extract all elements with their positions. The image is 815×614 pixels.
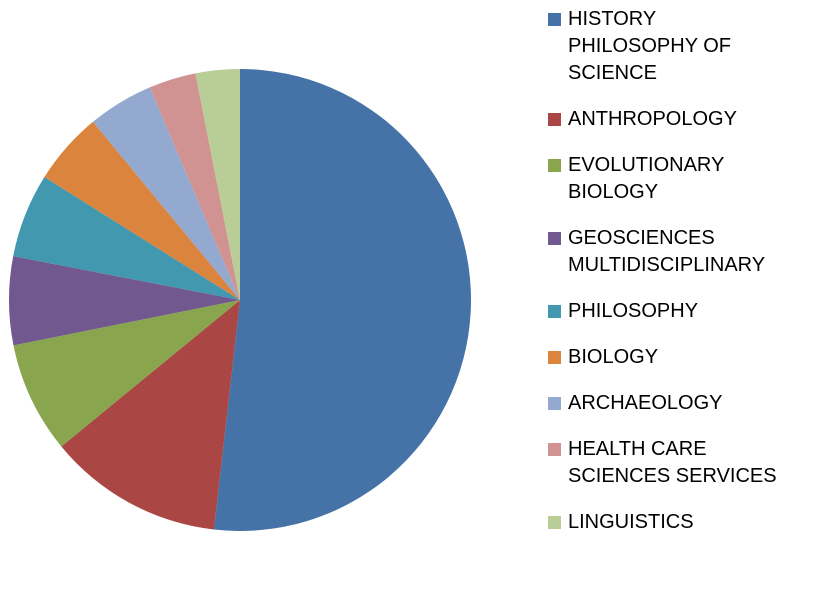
legend-swatch [548,397,561,410]
legend-swatch [548,232,561,245]
legend-label: HISTORY PHILOSOPHY OF SCIENCE [568,8,732,84]
legend-label: ARCHAEOLOGY [568,392,723,414]
legend-label: ANTHROPOLOGY [568,108,737,130]
pie-slice [13,177,241,300]
pie-slice [44,121,241,301]
legend-item: GEOSCIENCES MULTIDISCIPLINARY [548,225,810,279]
legend-item: LINGUISTICS [548,509,810,536]
pie-slice [195,69,240,300]
legend-swatch [548,113,561,126]
legend-swatch [548,13,561,26]
pie-slice [8,256,240,346]
legend-label: LINGUISTICS [568,511,694,533]
legend-swatch [548,159,561,172]
legend-swatch [548,351,561,364]
legend-item: HISTORY PHILOSOPHY OF SCIENCE [548,6,810,87]
legend-swatch [548,516,561,529]
legend-item: BIOLOGY [548,344,810,371]
legend-item: PHILOSOPHY [548,298,810,325]
legend-label: PHILOSOPHY [568,300,699,322]
legend-item: EVOLUTIONARY BIOLOGY [548,152,810,206]
legend-swatch [548,305,561,318]
pie-slice [13,300,240,447]
pie-slice [93,87,241,301]
pie-area [8,69,471,531]
legend-label: GEOSCIENCES MULTIDISCIPLINARY [568,227,766,276]
legend-label: EVOLUTIONARY BIOLOGY [568,154,724,203]
pie-slice [61,300,240,530]
pie-slice [149,73,240,300]
legend-label: BIOLOGY [568,346,659,368]
legend-item: HEALTH CARE SCIENCES SERVICES [548,436,810,490]
pie-slice [213,69,471,531]
legend-item: ARCHAEOLOGY [548,390,810,417]
legend-swatch [548,443,561,456]
legend-item: ANTHROPOLOGY [548,106,810,133]
legend-label: HEALTH CARE SCIENCES SERVICES [568,438,777,487]
legend: HISTORY PHILOSOPHY OF SCIENCE ANTHROPOLOG… [548,6,810,536]
